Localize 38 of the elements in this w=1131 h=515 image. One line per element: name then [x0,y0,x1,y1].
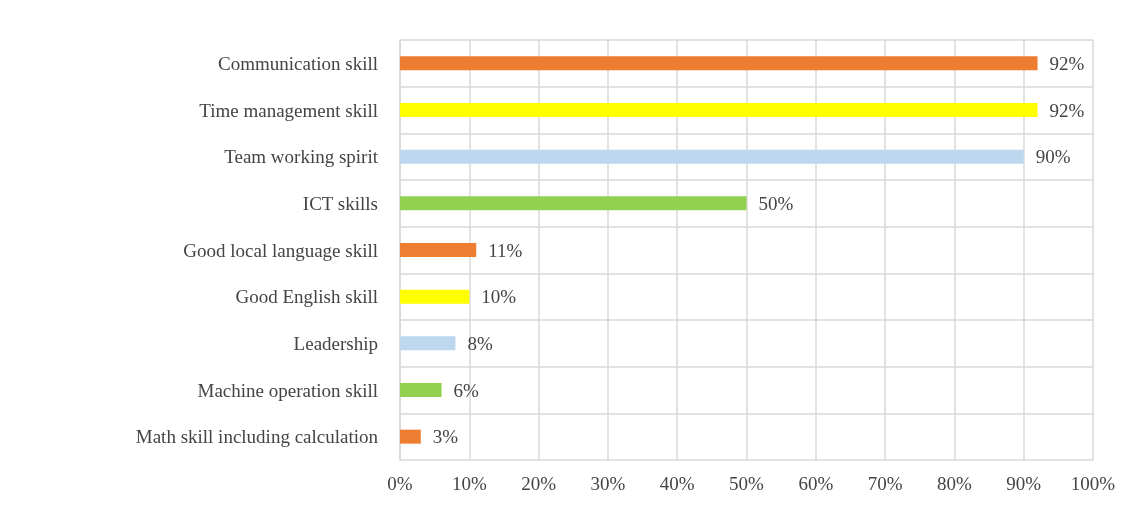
bar [400,196,747,211]
y-tick-label: Good local language skill [183,239,378,261]
y-tick-label: Time management skill [199,99,378,121]
x-tick-label: 10% [451,473,487,494]
x-tick-label: 80% [936,473,972,494]
y-tick-label: Leadership [293,332,378,354]
data-label: 11% [488,239,523,261]
y-tick-label: Communication skill [218,52,378,74]
bar [400,149,1024,164]
bar [400,383,442,397]
bar [400,56,1038,71]
x-tick-label: 70% [867,473,903,494]
y-tick-label: Math skill including calculation [135,426,379,448]
data-label: 10% [481,286,517,308]
x-tick-label: 60% [798,473,834,494]
bar [400,336,456,351]
x-tick-label: 90% [1006,473,1042,494]
data-label: 92% [1049,52,1085,74]
bar [400,103,1038,117]
bar [400,243,477,257]
data-label: 50% [758,192,794,214]
bar [400,289,470,304]
y-tick-label: Team working spirit [224,146,379,168]
x-tick-label: 30% [590,473,626,494]
x-tick-label: 50% [729,473,765,494]
x-tick-label: 100% [1070,473,1116,494]
data-label: 6% [453,379,480,401]
data-label: 92% [1049,99,1085,121]
y-tick-label: Good English skill [235,286,378,308]
x-tick-label: 40% [659,473,695,494]
data-label: 8% [467,332,493,354]
bar [400,429,421,444]
x-tick-label: 0% [387,473,413,494]
data-label: 90% [1035,146,1071,168]
data-label: 3% [432,426,459,448]
y-tick-label: Machine operation skill [197,379,378,401]
x-tick-label: 20% [521,473,557,494]
y-tick-label: ICT skills [302,192,378,214]
